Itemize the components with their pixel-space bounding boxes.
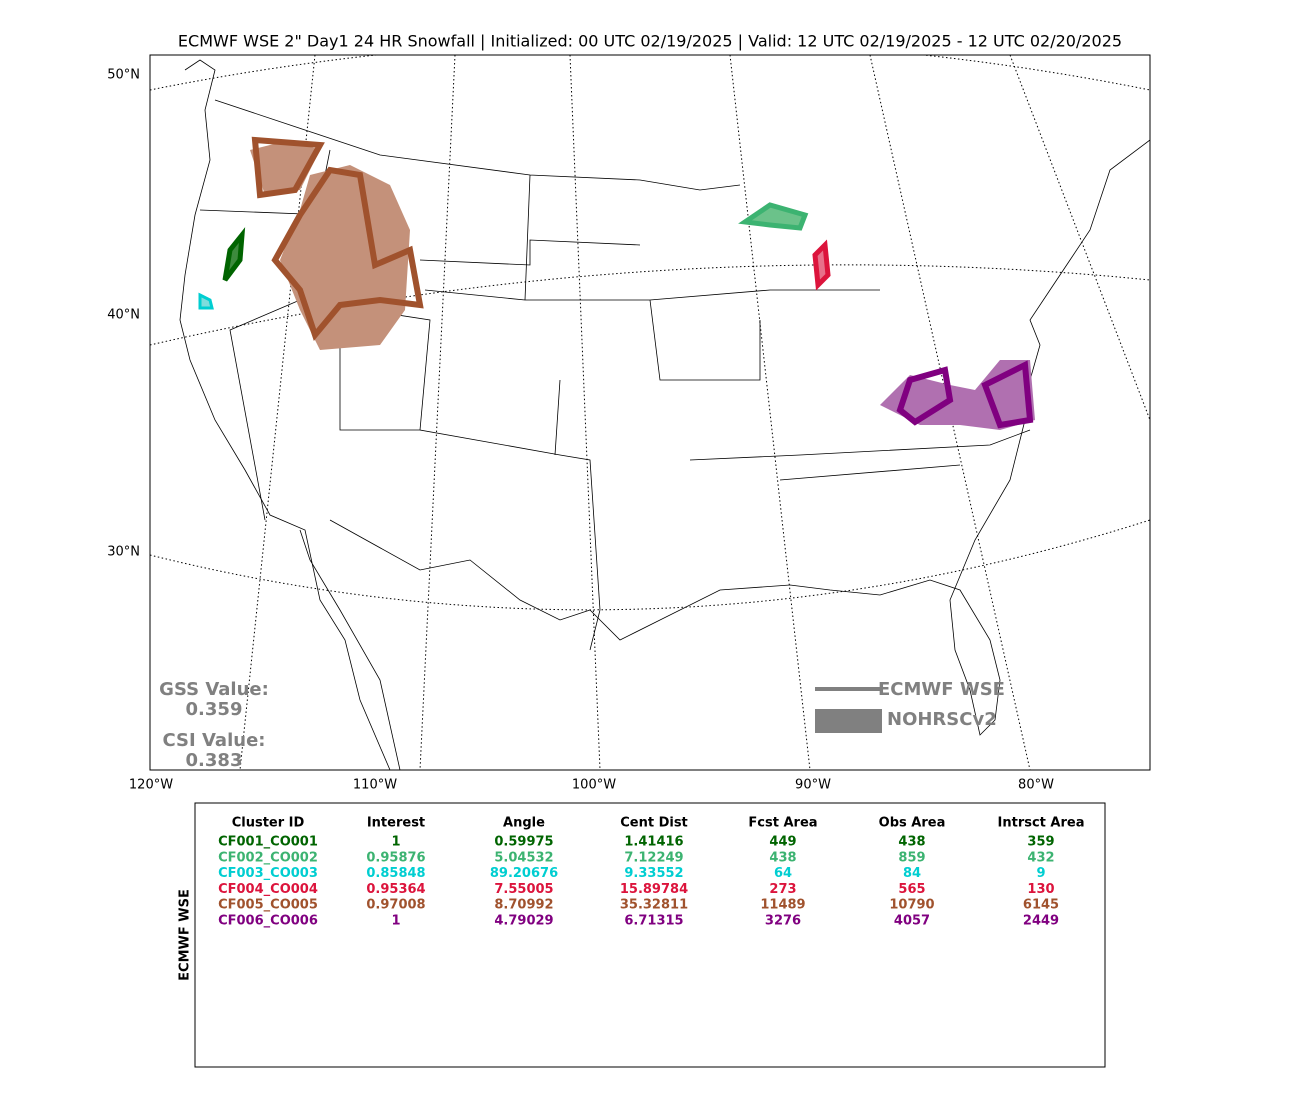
table-cell: 11489 — [760, 898, 805, 913]
table-frame — [194, 802, 1106, 1068]
table-cell: 0.95364 — [366, 882, 425, 897]
table-cell: 130 — [1027, 882, 1054, 897]
table-cell: CF003_CO003 — [218, 866, 318, 881]
table-cell: 15.89784 — [620, 882, 688, 897]
table-cell: 438 — [769, 850, 796, 865]
table-cell: CF001_CO001 — [218, 835, 318, 850]
table-side-label: ECMWF WSE — [178, 889, 193, 981]
coastline — [179, 59, 1150, 770]
table-cell: 4.79029 — [494, 914, 553, 929]
legend-swatch — [815, 709, 882, 733]
table-cell: 6145 — [1023, 898, 1059, 913]
lat-label: 30°N — [107, 545, 140, 560]
table-cell: 0.97008 — [366, 898, 425, 913]
column-header: Intrsct Area — [998, 816, 1085, 831]
table-cell: 1 — [391, 914, 400, 929]
lon-label: 90°W — [795, 778, 831, 793]
gss-label: GSS Value: — [159, 679, 269, 700]
legend-label: NOHRSCv2 — [887, 709, 997, 730]
fcst-outline — [896, 360, 1034, 429]
gss-value: 0.359 — [186, 699, 243, 720]
table-cell: 5.04532 — [494, 850, 553, 865]
fcst-outline — [251, 136, 424, 342]
legend-label: ECMWF WSE — [878, 679, 1005, 700]
table-cell: 859 — [898, 850, 925, 865]
table-cell: 7.55005 — [494, 882, 553, 897]
lon-label: 110°W — [353, 778, 397, 793]
table-cell: 89.20676 — [490, 866, 558, 881]
table-cell: 9 — [1036, 866, 1045, 881]
table-cell: 8.70992 — [494, 898, 553, 913]
column-header: Cluster ID — [232, 816, 305, 831]
table-cell: 449 — [769, 835, 796, 850]
table-cell: 84 — [903, 866, 921, 881]
column-header: Cent Dist — [620, 816, 688, 831]
lon-label: 80°W — [1018, 778, 1054, 793]
column-header: Angle — [503, 816, 545, 831]
table-cell: 7.12249 — [624, 850, 683, 865]
table-cell: 432 — [1027, 850, 1054, 865]
borders — [199, 99, 1031, 651]
map: 50°N 40°N 30°N 120°W 110°W 100°W 90°W 80°W GSS… — [107, 54, 1151, 793]
scores: GSS Value: 0.359 CSI Value: 0.383 — [159, 679, 269, 771]
lat-labels: 50°N 40°N 30°N — [107, 68, 140, 560]
table-cell: CF002_CO002 — [218, 850, 318, 865]
table-cell: 438 — [898, 835, 925, 850]
lon-label: 100°W — [572, 778, 616, 793]
graticule — [150, 55, 1150, 770]
fcst-outline — [812, 239, 831, 291]
clusters — [198, 136, 1035, 430]
table-cell: 64 — [774, 866, 792, 881]
csi-label: CSI Value: — [163, 730, 266, 751]
fcst-outline — [222, 227, 246, 282]
table-cell: 9.33552 — [624, 866, 683, 881]
table-cell: 35.32811 — [620, 898, 688, 913]
table-cell: 10790 — [889, 898, 934, 913]
lat-label: 40°N — [107, 308, 140, 323]
table-cell: 1 — [391, 835, 400, 850]
stats-table: ECMWF WSE Cluster ID Interest Angle Cent Di… — [178, 802, 1106, 1068]
table-cell: CF004_CO004 — [218, 882, 318, 897]
fcst-outline — [738, 202, 809, 231]
column-header: Fcst Area — [748, 816, 817, 831]
table-cell: 1.41416 — [624, 835, 683, 850]
lon-labels: 120°W 110°W 100°W 90°W 80°W — [129, 778, 1054, 793]
csi-value: 0.383 — [186, 750, 243, 771]
table-cell: CF006_CO006 — [218, 914, 318, 929]
table-cell: 359 — [1027, 835, 1054, 850]
table-cell: 4057 — [894, 914, 930, 929]
title: ECMWF WSE 2" Day1 24 HR Snowfall | Initi… — [178, 32, 1122, 51]
table-cell: 273 — [769, 882, 796, 897]
legend: ECMWF WSE NOHRSCv2 — [815, 679, 1005, 733]
table-cell: 0.95876 — [366, 850, 425, 865]
fcst-outline — [198, 292, 214, 310]
table-cell: CF005_CO005 — [218, 898, 318, 913]
lat-label: 50°N — [107, 68, 140, 83]
table-cell: 0.85848 — [366, 866, 425, 881]
table-cell: 6.71315 — [624, 914, 683, 929]
table-cell: 2449 — [1023, 914, 1059, 929]
column-header: Interest — [367, 816, 425, 831]
column-header: Obs Area — [879, 816, 946, 831]
obs-area — [250, 140, 410, 350]
table-cell: 565 — [898, 882, 925, 897]
table-cell: 0.59975 — [494, 835, 553, 850]
table-cell: 3276 — [765, 914, 801, 929]
lon-label: 120°W — [129, 778, 173, 793]
